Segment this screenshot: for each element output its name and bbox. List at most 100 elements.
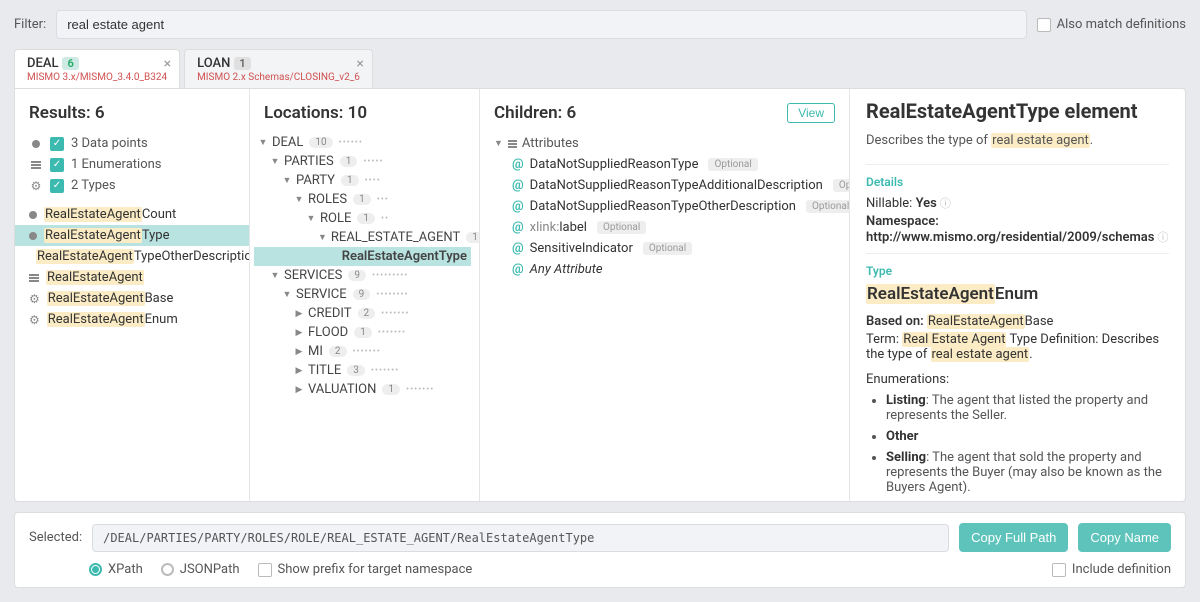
check-on-icon[interactable]: ✓ (50, 158, 64, 172)
count-badge: 9 (348, 270, 366, 281)
enumeration-item: Listing: The agent that listed the prope… (886, 393, 1169, 423)
enumerations-label: Enumerations: (866, 372, 1169, 387)
details-title: RealEstateAgentType element (866, 99, 1169, 123)
tree-item[interactable]: ▼SERVICES9••••••••• (254, 266, 471, 285)
chevron-right-icon: ▶ (294, 328, 304, 338)
children-heading: Children: 6 (494, 103, 576, 123)
tab-loan[interactable]: LOAN1×MISMO 2.x Schemas/CLOSING_v2_6 (184, 49, 373, 88)
nillable-row: Nillable: Yesⓘ (866, 195, 1169, 211)
attribute-icon: @ (512, 262, 524, 277)
attribute-icon: @ (512, 157, 524, 172)
section-details-label: Details (866, 164, 1169, 189)
summary-row[interactable]: ⚙✓2 Types (15, 175, 249, 196)
summary-row[interactable]: ✓1 Enumerations (15, 154, 249, 175)
tree-item[interactable]: RealEstateAgentType (254, 247, 471, 266)
count-badge: 1 (354, 327, 372, 338)
child-item[interactable]: @DataNotSuppliedReasonTypeOtherDescripti… (494, 196, 835, 217)
enumeration-item: Other (886, 429, 1169, 444)
show-prefix-toggle[interactable]: Show prefix for target namespace (258, 562, 473, 577)
close-icon[interactable]: × (356, 56, 363, 72)
term-row: Term: Real Estate Agent Type Definition:… (866, 332, 1169, 362)
tree-item[interactable]: ▶MI2••••••• (254, 342, 471, 361)
selected-path-input[interactable] (92, 524, 949, 552)
attributes-icon (508, 140, 517, 148)
optional-badge: Optional (708, 158, 757, 171)
children-group-attributes[interactable]: ▼ Attributes (494, 133, 835, 154)
result-item[interactable]: RealEstateAgentCount (15, 204, 249, 225)
result-item[interactable]: RealEstateAgent (15, 267, 249, 288)
copy-full-path-button[interactable]: Copy Full Path (959, 523, 1068, 552)
count-badge: 2 (358, 308, 376, 319)
chevron-down-icon: ▼ (270, 270, 280, 281)
attribute-icon: @ (512, 199, 524, 214)
optional-badge: Optional (806, 200, 850, 213)
based-on-row: Based on: RealEstateAgentBase (866, 314, 1169, 329)
count-badge: 1 (382, 384, 400, 395)
count-badge: 3 (347, 365, 365, 376)
child-item[interactable]: @DataNotSuppliedReasonTypeOptional (494, 154, 835, 175)
include-definition-toggle[interactable]: Include definition (1052, 562, 1171, 577)
datapoint-icon (29, 211, 37, 219)
xpath-radio[interactable]: XPath (89, 562, 143, 577)
child-item[interactable]: @DataNotSuppliedReasonTypeAdditionalDesc… (494, 175, 835, 196)
info-icon[interactable]: ⓘ (1157, 231, 1168, 244)
tab-deal[interactable]: DEAL6×MISMO 3.x/MISMO_3.4.0_B324 (14, 49, 180, 88)
results-heading: Results: 6 (15, 99, 249, 133)
enumeration-item: Selling: The agent that sold the propert… (886, 450, 1169, 495)
child-item[interactable]: @Any Attribute (494, 259, 835, 280)
result-item[interactable]: RealEstateAgentType (15, 225, 249, 246)
tree-item[interactable]: ▼REAL_ESTATE_AGENT1• (254, 228, 471, 247)
count-badge: 9 (353, 289, 371, 300)
result-item[interactable]: ⚙RealEstateAgentBase (15, 288, 249, 309)
tree-item[interactable]: ▼ROLE1•• (254, 209, 471, 228)
tree-item[interactable]: ▼PARTY1•••• (254, 171, 471, 190)
type-icon: ⚙ (29, 313, 40, 327)
tree-item[interactable]: ▼PARTIES1••••• (254, 152, 471, 171)
optional-badge: Optional (597, 221, 646, 234)
chevron-right-icon: ▶ (294, 385, 304, 395)
info-icon[interactable]: ⓘ (940, 197, 951, 210)
tree-item[interactable]: ▶CREDIT2••••••• (254, 304, 471, 323)
check-on-icon[interactable]: ✓ (50, 179, 64, 193)
section-type-label: Type (866, 253, 1169, 278)
tree-item[interactable]: ▼SERVICE9•••••••• (254, 285, 471, 304)
match-definitions-label: Also match definitions (1057, 17, 1186, 32)
result-item[interactable]: ⚙RealEstateAgentEnum (15, 309, 249, 330)
tree-item[interactable]: ▼DEAL10•••••• (254, 133, 471, 152)
child-item[interactable]: @xlink:labelOptional (494, 217, 835, 238)
datapoint-icon (29, 232, 37, 240)
tab-badge: 1 (234, 57, 250, 70)
attribute-icon: @ (512, 220, 524, 235)
selected-label: Selected: (29, 530, 82, 545)
type-name[interactable]: RealEstateAgentEnum (866, 284, 1169, 304)
view-button[interactable]: View (787, 103, 835, 123)
tree-item[interactable]: ▼ROLES1••• (254, 190, 471, 209)
type-icon: ⚙ (29, 292, 40, 306)
count-badge: 1 (341, 175, 359, 186)
tree-item[interactable]: ▶TITLE3••••••• (254, 361, 471, 380)
tree-item[interactable]: ▶FLOOD1••••••• (254, 323, 471, 342)
summary-row[interactable]: ✓3 Data points (15, 133, 249, 154)
jsonpath-radio[interactable]: JSONPath (161, 562, 240, 577)
filter-input[interactable] (56, 10, 1026, 39)
optional-badge: Optional (643, 242, 692, 255)
attribute-icon: @ (512, 241, 524, 256)
tree-item[interactable]: ▶VALUATION1••••••• (254, 380, 471, 399)
chevron-down-icon: ▼ (282, 175, 292, 186)
type-icon: ⚙ (31, 179, 42, 193)
copy-name-button[interactable]: Copy Name (1078, 523, 1171, 552)
chevron-down-icon: ▼ (294, 194, 304, 205)
close-icon[interactable]: × (164, 56, 171, 72)
match-definitions-toggle[interactable]: Also match definitions (1037, 17, 1186, 32)
tab-badge: 6 (62, 57, 78, 70)
count-badge: 1 (357, 213, 375, 224)
attribute-icon: @ (512, 178, 524, 193)
locations-heading: Locations: 10 (250, 99, 479, 133)
result-item[interactable]: RealEstateAgentTypeOtherDescription (15, 246, 249, 267)
check-on-icon[interactable]: ✓ (50, 137, 64, 151)
namespace-row: Namespace: http://www.mismo.org/resident… (866, 214, 1169, 245)
radio-off-icon (161, 563, 174, 576)
chevron-right-icon: ▶ (294, 347, 304, 357)
child-item[interactable]: @SensitiveIndicatorOptional (494, 238, 835, 259)
chevron-down-icon: ▼ (306, 213, 316, 224)
